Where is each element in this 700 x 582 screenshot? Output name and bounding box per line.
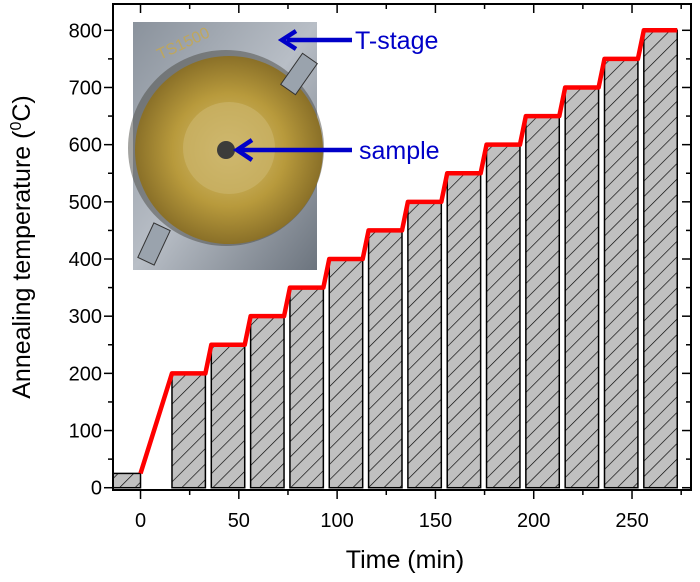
bars-group — [113, 29, 678, 489]
t-stage-label: T-stage — [355, 27, 438, 55]
bar-4 — [289, 286, 325, 489]
plot-frame — [112, 3, 692, 491]
x-tick-label: 50 — [228, 510, 250, 532]
y-tick-label: 200 — [69, 363, 102, 385]
bar-5 — [328, 258, 364, 489]
sample-annotation: sample — [232, 137, 440, 165]
temperature-line-group — [138, 28, 678, 475]
y-tick-label: 700 — [69, 77, 102, 99]
axes-group: 0 50 100 150 200 250 0 100 200 300 400 500 600 700 800 — [69, 4, 691, 532]
temperature-line — [138, 28, 678, 475]
inset-photo: TS1500 — [128, 22, 324, 270]
y-tick-label: 400 — [69, 249, 102, 271]
x-tick-label: 150 — [419, 510, 452, 532]
t-stage-arrowhead-icon — [277, 29, 298, 51]
bar-11 — [564, 86, 600, 489]
bar-1 — [171, 372, 207, 489]
x-tick-label: 200 — [517, 510, 550, 532]
sample-label: sample — [359, 137, 440, 165]
bar-13 — [643, 29, 678, 489]
y-axis-title: Annealing temperature (0C) — [8, 95, 36, 399]
bar-7 — [407, 201, 443, 489]
bar-10 — [525, 115, 561, 489]
bar-8 — [446, 172, 482, 489]
y-tick-label: 600 — [69, 135, 102, 157]
sample-arrowhead-icon — [232, 138, 254, 162]
bar-2 — [210, 344, 246, 489]
y-tick-label: 500 — [69, 192, 102, 214]
bar-6 — [367, 229, 403, 489]
y-tick-label: 300 — [69, 306, 102, 328]
x-axis-title: Time (min) — [346, 546, 465, 574]
bar-3 — [249, 315, 285, 489]
x-tick-label: 0 — [135, 510, 146, 532]
y-tick-label: 0 — [91, 478, 102, 500]
y-tick-label: 800 — [69, 20, 102, 42]
t-stage-annotation: T-stage — [277, 27, 438, 55]
y-tick-label: 100 — [69, 421, 102, 443]
bar-9 — [485, 143, 521, 489]
bar-0 — [113, 472, 142, 489]
x-tick-label: 250 — [615, 510, 648, 532]
x-tick-label: 100 — [320, 510, 353, 532]
bar-12 — [603, 58, 639, 489]
